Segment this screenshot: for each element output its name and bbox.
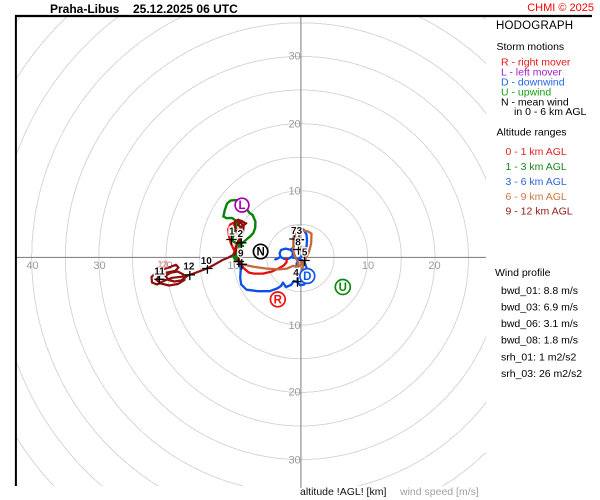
svg-text:12: 12 (183, 262, 195, 273)
svg-text:11: 11 (154, 267, 165, 278)
svg-text:8: 8 (294, 236, 300, 247)
svg-text:10: 10 (201, 256, 213, 267)
svg-text:2: 2 (238, 229, 244, 240)
svg-text:20: 20 (288, 118, 300, 130)
svg-text:10: 10 (227, 260, 239, 272)
svg-text:2: 2 (236, 227, 242, 238)
svg-text:10: 10 (362, 260, 374, 272)
svg-text:9: 9 (237, 247, 243, 258)
svg-text:4: 4 (293, 268, 299, 279)
svg-text:8: 8 (295, 237, 301, 248)
svg-text:12: 12 (183, 262, 195, 273)
svg-text:73: 73 (290, 224, 302, 235)
svg-text:73: 73 (291, 226, 303, 237)
svg-text:6 - 9 km AGL: 6 - 9 km AGL (506, 191, 567, 203)
svg-text:1: 1 (228, 225, 234, 236)
svg-text:5: 5 (302, 248, 308, 259)
svg-text:2: 2 (238, 229, 244, 240)
svg-text:30: 30 (93, 260, 105, 272)
svg-text:R - right mover: R - right mover (501, 57, 571, 69)
svg-text:73: 73 (291, 226, 303, 237)
svg-text:Wind profile: Wind profile (495, 267, 551, 279)
svg-text:D - downwind: D - downwind (501, 77, 565, 89)
svg-text:30: 30 (288, 454, 300, 466)
svg-text:bwd_06: 3.1 m/s: bwd_06: 3.1 m/s (501, 318, 578, 330)
svg-text:CHMI © 2025: CHMI © 2025 (527, 2, 594, 14)
svg-text:20: 20 (288, 386, 300, 398)
svg-text:R: R (274, 295, 283, 307)
svg-text:10: 10 (288, 320, 300, 332)
svg-text:8: 8 (295, 237, 301, 248)
svg-text:L - left mover: L - left mover (501, 67, 562, 79)
svg-text:srh_01: 1 m2/s2: srh_01: 1 m2/s2 (501, 352, 576, 364)
svg-text:U: U (339, 282, 347, 294)
svg-text:25.12.2025 06 UTC: 25.12.2025 06 UTC (133, 2, 238, 16)
svg-text:bwd_01: 8.8 m/s: bwd_01: 8.8 m/s (501, 285, 578, 297)
svg-text:3 - 6 km AGL: 3 - 6 km AGL (506, 176, 567, 188)
svg-text:4: 4 (293, 268, 299, 279)
svg-text:0 - 1 km AGL: 0 - 1 km AGL (506, 146, 567, 158)
svg-text:N: N (256, 247, 264, 259)
svg-text:5: 5 (301, 246, 307, 257)
svg-text:HODOGRAPH: HODOGRAPH (496, 20, 573, 32)
svg-text:Storm motions: Storm motions (497, 41, 565, 53)
svg-text:10: 10 (288, 186, 300, 198)
svg-text:11: 11 (154, 267, 165, 278)
svg-text:40: 40 (26, 260, 38, 272)
svg-text:1 - 3 km AGL: 1 - 3 km AGL (506, 161, 567, 173)
svg-text:30: 30 (288, 50, 300, 62)
svg-text:1: 1 (229, 227, 235, 238)
svg-text:Altitude ranges: Altitude ranges (497, 126, 567, 138)
svg-text:D: D (303, 271, 311, 283)
svg-text:bwd_03: 6.9 m/s: bwd_03: 6.9 m/s (501, 302, 578, 314)
svg-text:12: 12 (157, 260, 169, 271)
svg-text:9: 9 (238, 249, 244, 260)
svg-text:9 - 12 km AGL: 9 - 12 km AGL (506, 206, 573, 218)
svg-text:5: 5 (302, 248, 308, 259)
svg-text:wind speed [m/s]: wind speed [m/s] (399, 486, 479, 498)
svg-text:20: 20 (428, 260, 440, 272)
svg-text:altitude !AGL! [km]: altitude !AGL! [km] (300, 486, 386, 498)
svg-text:in 0 - 6 km AGL: in 0 - 6 km AGL (514, 106, 587, 118)
svg-text:10: 10 (201, 256, 213, 267)
svg-text:9: 9 (238, 249, 244, 260)
svg-text:U - upwind: U - upwind (501, 86, 551, 98)
svg-text:N - mean wind: N - mean wind (501, 96, 569, 108)
svg-text:1: 1 (229, 227, 235, 238)
svg-text:L: L (238, 200, 245, 212)
svg-text:Praha-Libus: Praha-Libus (50, 2, 120, 16)
svg-text:bwd_08: 1.8 m/s: bwd_08: 1.8 m/s (501, 335, 578, 347)
svg-text:srh_03: 26 m2/s2: srh_03: 26 m2/s2 (501, 368, 582, 380)
